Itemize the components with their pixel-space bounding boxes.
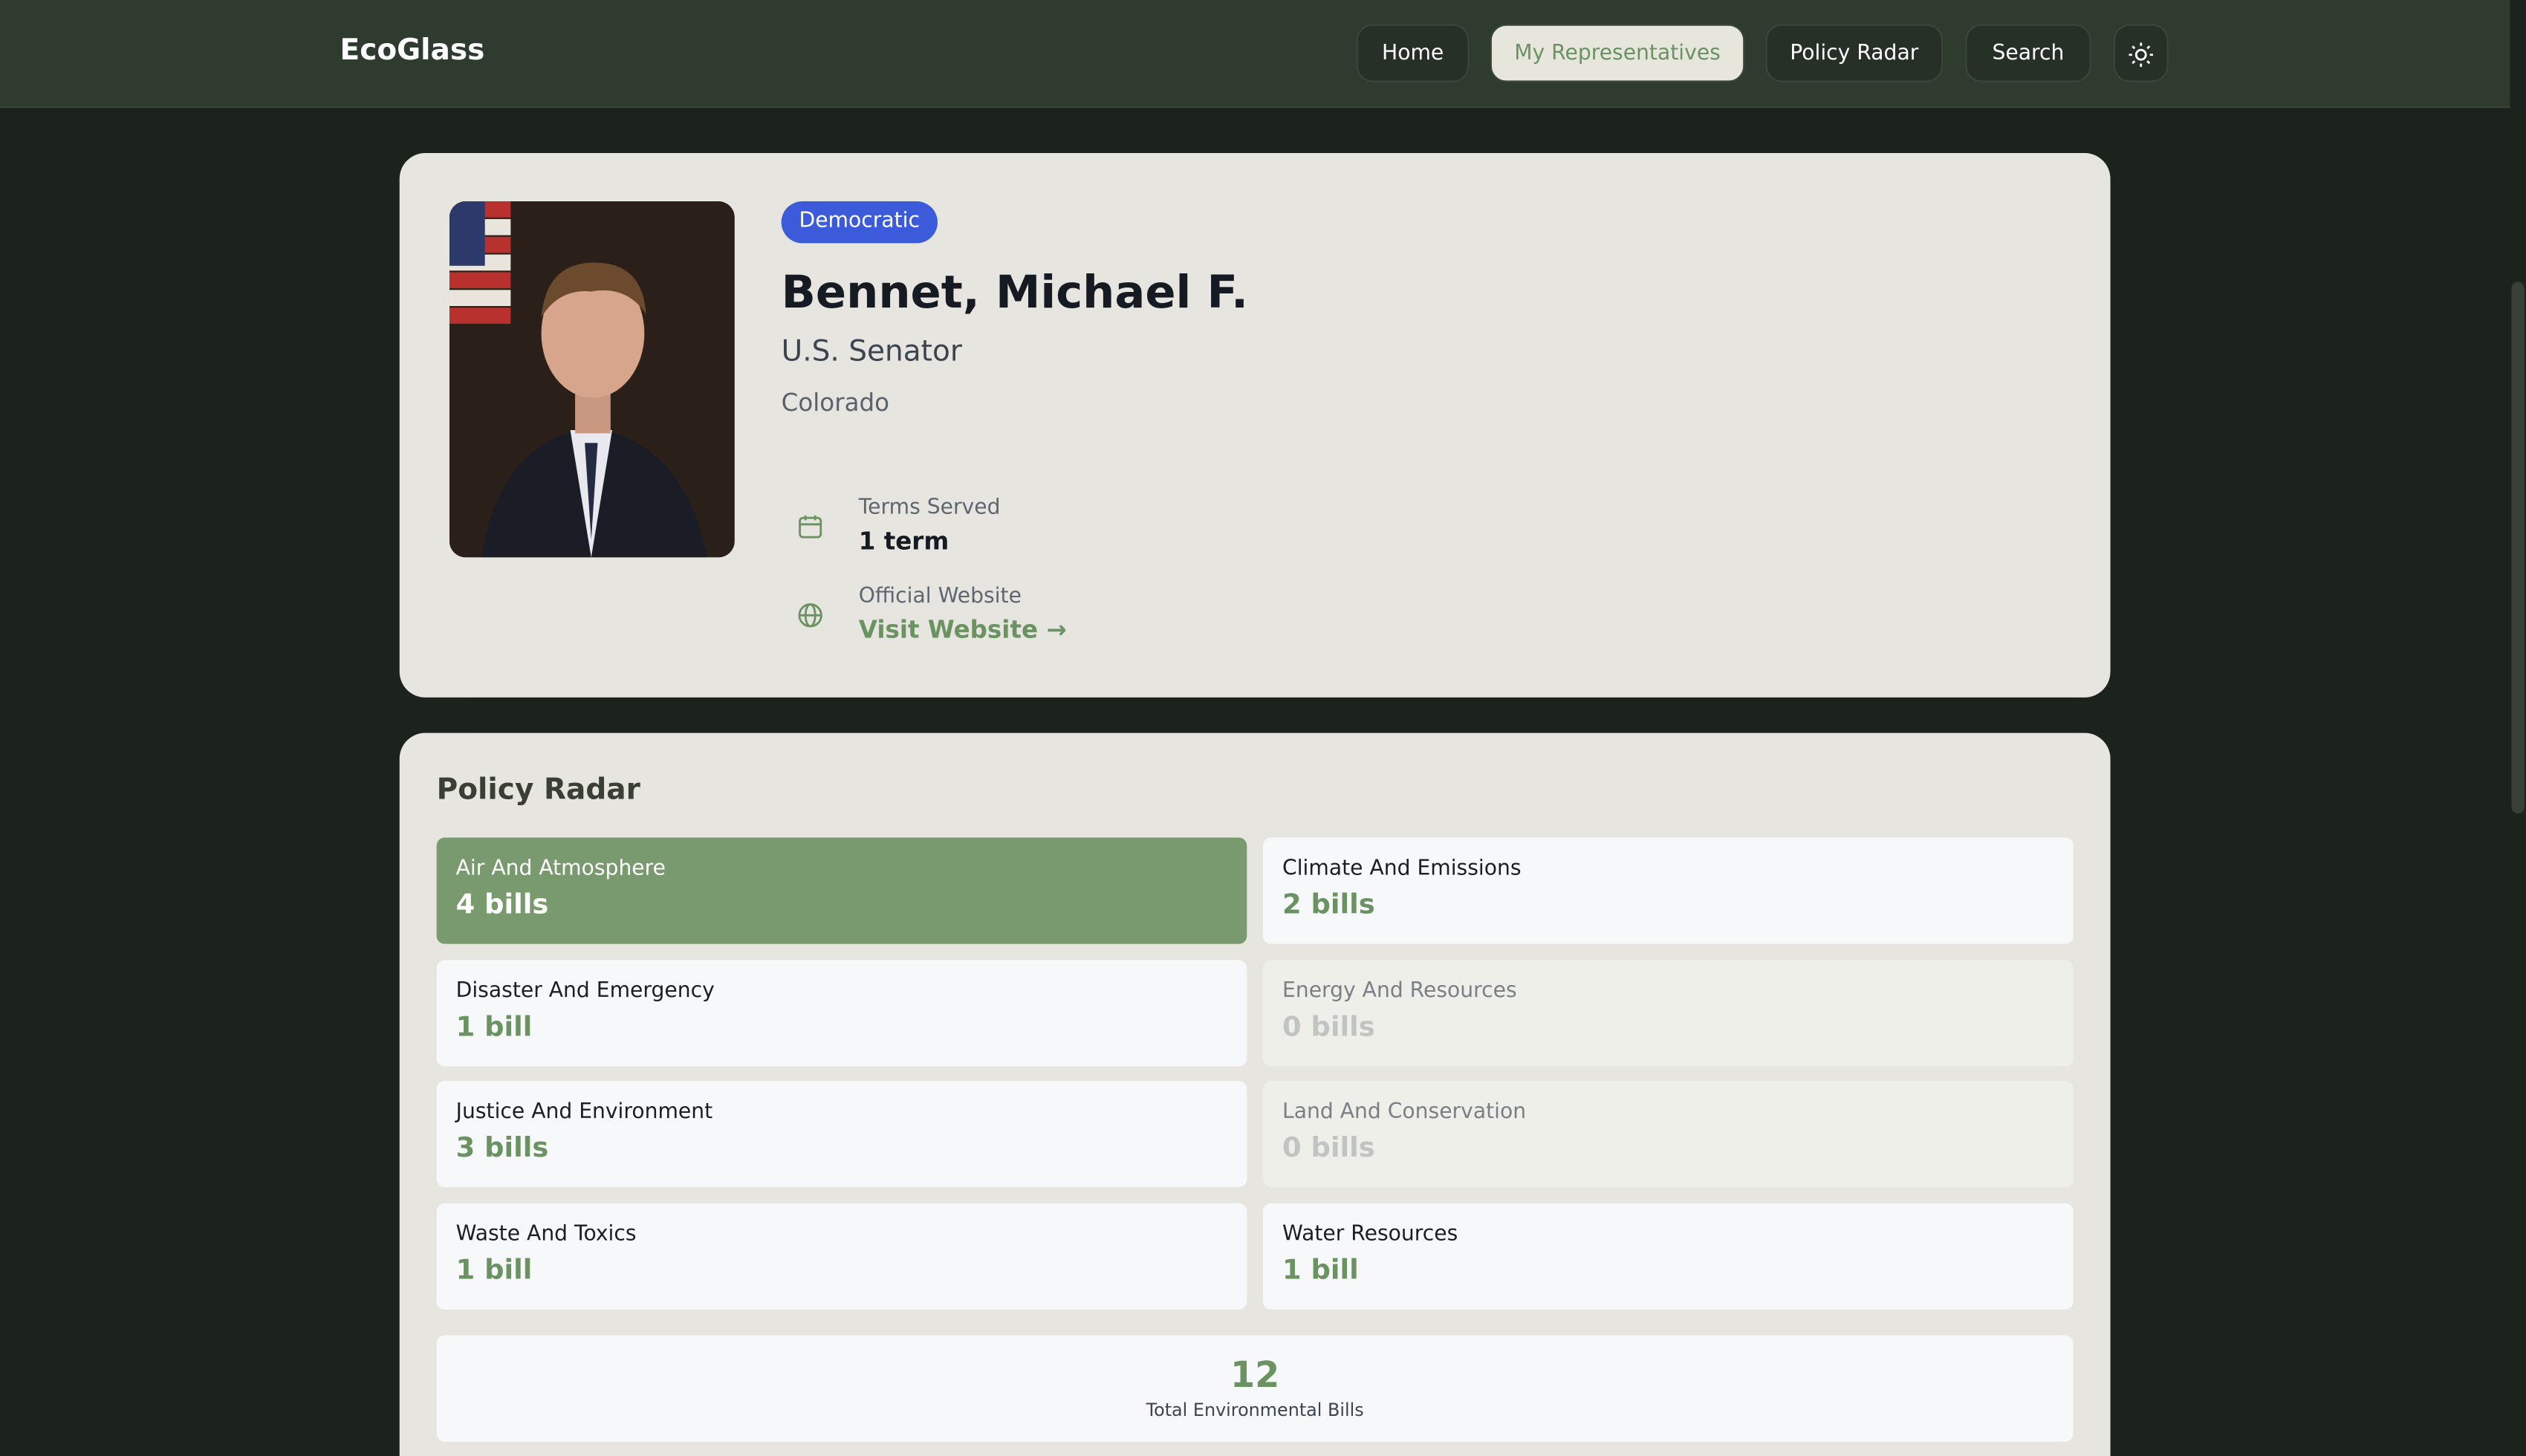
globe-icon bbox=[798, 603, 822, 628]
brand[interactable]: EcoGlass bbox=[340, 33, 485, 68]
sun-icon bbox=[2129, 42, 2154, 67]
party-badge: Democratic bbox=[781, 201, 938, 244]
portrait bbox=[449, 201, 735, 558]
tile-count: 0 bills bbox=[1282, 1133, 1375, 1166]
tile-count: 1 bill bbox=[1282, 1255, 1359, 1287]
tile-count: 1 bill bbox=[455, 1011, 533, 1044]
policy-tile[interactable]: Waste And Toxics 1 bill bbox=[436, 1203, 1247, 1310]
total-box: 12 Total Environmental Bills bbox=[436, 1335, 2074, 1442]
tile-count: 4 bills bbox=[455, 888, 549, 922]
tile-name: Water Resources bbox=[1282, 1222, 1458, 1247]
rep-role: U.S. Senator bbox=[781, 335, 962, 369]
policy-tile[interactable]: Energy And Resources 0 bills bbox=[1263, 959, 2074, 1066]
terms-label: Terms Served bbox=[858, 495, 1001, 521]
tile-name: Land And Conservation bbox=[1282, 1100, 1527, 1125]
total-value: 12 bbox=[1230, 1356, 1280, 1397]
tile-name: Air And Atmosphere bbox=[455, 857, 666, 882]
policy-radar-card: Policy Radar Air And Atmosphere 4 bills Cl… bbox=[399, 732, 2111, 1456]
tile-name: Justice And Environment bbox=[455, 1100, 713, 1125]
policy-tile[interactable]: Air And Atmosphere 4 bills bbox=[436, 837, 1247, 944]
tile-name: Energy And Resources bbox=[1282, 978, 1517, 1004]
nav-button[interactable]: Search bbox=[1965, 24, 2091, 82]
nav-button[interactable]: Home bbox=[1356, 24, 1470, 82]
policy-tile[interactable]: Climate And Emissions 2 bills bbox=[1263, 837, 2074, 944]
tile-count: 2 bills bbox=[1282, 888, 1375, 922]
total-label: Total Environmental Bills bbox=[1146, 1400, 1364, 1421]
policy-tile[interactable]: Justice And Environment 3 bills bbox=[436, 1081, 1247, 1188]
rep-name: Bennet, Michael F. bbox=[781, 265, 1249, 319]
tile-name: Climate And Emissions bbox=[1282, 857, 1522, 882]
policy-tile[interactable]: Land And Conservation 0 bills bbox=[1263, 1081, 2074, 1188]
profile-card: Democratic Bennet, Michael F. U.S. Senat… bbox=[399, 152, 2111, 698]
rep-state: Colorado bbox=[781, 388, 890, 417]
section-title: Policy Radar bbox=[436, 773, 640, 807]
tile-count: 1 bill bbox=[455, 1255, 533, 1287]
theme-toggle[interactable] bbox=[2113, 24, 2169, 82]
calendar-icon bbox=[799, 515, 822, 539]
tile-name: Disaster And Emergency bbox=[455, 978, 715, 1004]
tile-name: Waste And Toxics bbox=[455, 1222, 637, 1247]
policy-tile[interactable]: Disaster And Emergency 1 bill bbox=[436, 959, 1247, 1066]
tile-count: 3 bills bbox=[455, 1133, 549, 1166]
policy-tile[interactable]: Water Resources 1 bill bbox=[1263, 1203, 2074, 1310]
scrollbar[interactable] bbox=[2511, 282, 2525, 814]
nav-button[interactable]: Policy Radar bbox=[1765, 24, 1944, 82]
website-link[interactable]: Visit Website → bbox=[858, 615, 1067, 645]
tile-count: 0 bills bbox=[1282, 1011, 1375, 1044]
nav-button[interactable]: My Representatives bbox=[1490, 24, 1745, 82]
website-label: Official Website bbox=[858, 585, 1022, 609]
portrait-image bbox=[449, 201, 735, 558]
terms-value: 1 term bbox=[858, 527, 949, 556]
navbar: EcoGlass Home My Representatives Policy … bbox=[0, 0, 2510, 108]
